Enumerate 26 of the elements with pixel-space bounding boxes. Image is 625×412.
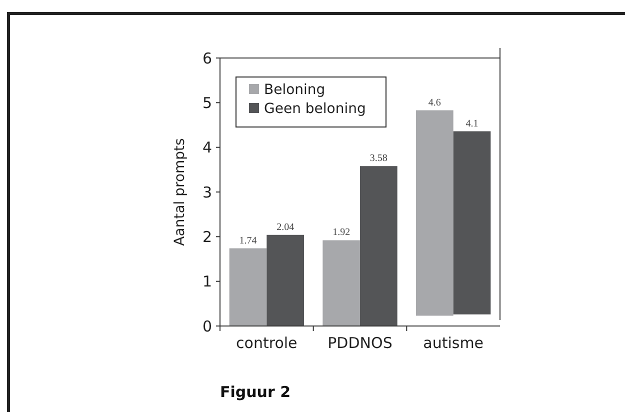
- y-axis-title: Aantal prompts: [172, 138, 188, 246]
- y-tick-label: 1: [202, 272, 212, 291]
- legend-label: Beloning: [264, 82, 326, 98]
- y-tick-label: 6: [202, 49, 212, 68]
- data-label: 3.58: [370, 153, 388, 164]
- y-tick-label: 2: [202, 228, 212, 246]
- text: Figuur 2: [220, 383, 291, 401]
- y-tick-label: 3: [202, 183, 212, 202]
- data-label: 1.92: [332, 227, 350, 238]
- data-label: 4.1: [466, 118, 478, 130]
- legend-label: Geen beloning: [264, 100, 366, 117]
- data-label: 4.6: [428, 97, 441, 108]
- bar: [322, 240, 360, 326]
- bar: [416, 110, 454, 316]
- y-tick-label: 0: [202, 317, 212, 336]
- x-tick-label: PDDNOS: [328, 334, 392, 352]
- x-tick-label: controle: [236, 334, 298, 352]
- x-tick-label: autisme: [423, 334, 484, 352]
- bar: [266, 234, 304, 326]
- data-label: 2.04: [276, 222, 294, 233]
- bar: [360, 166, 398, 326]
- y-tick-label: 4: [202, 138, 212, 157]
- y-tick-label: 5: [202, 94, 212, 112]
- bar: [229, 248, 267, 326]
- data-label: 1.74: [239, 235, 257, 246]
- bar: [453, 131, 491, 314]
